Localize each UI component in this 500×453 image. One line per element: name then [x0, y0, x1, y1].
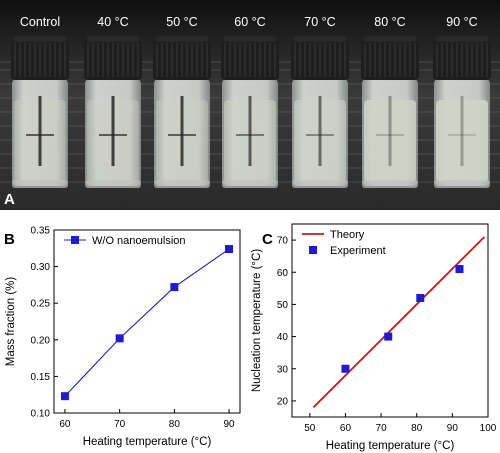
y-tick-label: 70 [277, 236, 289, 247]
vial-label: 60 °C [234, 15, 265, 29]
vial [84, 36, 142, 188]
vial-marker-cross [99, 134, 127, 136]
vial-photo-panel: Control 40 °C 50 °C 60 °C 70 °C 80 °C 90 °C A [0, 0, 500, 210]
y-axis-label: Nucleation temperature (°C) [251, 249, 263, 392]
y-tick-label: 0.15 [31, 372, 51, 383]
x-tick-label: 100 [480, 423, 497, 434]
vial-marker [38, 96, 42, 166]
y-tick-label: 0.25 [31, 299, 51, 310]
vial [361, 36, 419, 188]
vial-marker [111, 96, 115, 166]
vial-label: 40 °C [97, 15, 128, 29]
vial [291, 36, 349, 188]
vial-label: 80 °C [374, 15, 405, 29]
panel-label-a: A [4, 191, 15, 208]
data-point [60, 392, 69, 401]
data-point [455, 265, 464, 274]
y-tick-label: 20 [277, 396, 289, 407]
data-point [170, 283, 179, 292]
y-tick-label: 0.20 [31, 335, 51, 346]
chart-mass-fraction: B 60 70 80 90 0.10 0.15 0.20 0.25 0.30 0.35 Heating… [4, 226, 241, 448]
x-tick-label: 50 [304, 423, 316, 434]
panel-label: B [4, 231, 15, 248]
legend-label: Theory [330, 229, 365, 241]
vial [221, 36, 279, 188]
plot-frame [291, 223, 489, 418]
cap-top [294, 36, 346, 42]
vial-base [12, 180, 68, 188]
vial-marker [460, 96, 464, 166]
x-tick-label: 70 [376, 423, 388, 434]
cap-top [87, 36, 139, 42]
x-axis-label: Heating temperature (°C) [326, 440, 455, 452]
vial-photo: Control 40 °C 50 °C 60 °C 70 °C 80 °C 90 °C A [0, 0, 500, 210]
vial-marker-cross [376, 134, 404, 136]
panel-label: C [262, 231, 273, 248]
vial-marker-cross [168, 134, 196, 136]
cap-top [364, 36, 416, 42]
vial-marker [180, 96, 184, 166]
vial [11, 36, 69, 188]
y-axis-label: Mass fraction (%) [5, 277, 17, 367]
vial-base [154, 180, 210, 188]
vial-label: 70 °C [304, 15, 335, 29]
y-tick-label: 40 [277, 332, 289, 343]
vial-marker [388, 96, 392, 166]
y-tick-label: 0.30 [31, 262, 51, 273]
series-line [64, 248, 230, 397]
vial-label: 50 °C [166, 15, 197, 29]
x-tick-label: 80 [411, 423, 423, 434]
plot-frame [53, 229, 241, 414]
y-tick-label: 0.10 [31, 409, 51, 420]
data-point [384, 332, 393, 341]
vial-marker-cross [236, 134, 264, 136]
vial-label: 90 °C [446, 15, 477, 29]
vial-marker-cross [306, 134, 334, 136]
data-point [225, 245, 234, 254]
y-tick-label: 50 [277, 300, 289, 311]
x-tick-label: 90 [223, 419, 235, 430]
cap-top [156, 36, 208, 42]
vial-marker-cross [26, 134, 54, 136]
x-tick-label: 80 [169, 419, 181, 430]
vial-base [362, 180, 418, 188]
vial-sample [364, 100, 416, 182]
cap-top [224, 36, 276, 42]
x-axis-label: Heating temperature (°C) [83, 436, 212, 448]
vial-sample [436, 100, 488, 182]
vial [433, 36, 491, 188]
vial-marker [248, 96, 252, 166]
cap-top [436, 36, 488, 42]
legend-label: Experiment [330, 245, 386, 257]
legend-marker [309, 246, 317, 254]
y-tick-label: 0.35 [31, 226, 51, 237]
vial-base [292, 180, 348, 188]
legend-label: W/O nanoemulsion [92, 235, 186, 247]
vial-base [434, 180, 490, 188]
y-tick-label: 60 [277, 268, 289, 279]
vial-base [222, 180, 278, 188]
cap-top [14, 36, 66, 42]
vial [153, 36, 211, 188]
x-tick-label: 70 [114, 419, 126, 430]
vial-base [85, 180, 141, 188]
data-point [416, 293, 425, 302]
x-tick-label: 60 [340, 423, 352, 434]
vial-marker-cross [448, 134, 476, 136]
vial-marker [318, 96, 322, 166]
series-line [312, 236, 486, 408]
data-point [341, 364, 350, 373]
vial-label: Control [20, 15, 60, 29]
x-tick-label: 60 [59, 419, 71, 430]
legend-marker [71, 236, 79, 244]
data-point [115, 334, 124, 343]
x-tick-label: 90 [447, 423, 459, 434]
chart-nucleation-temperature: C 50 60 70 80 90 100 20 30 40 50 60 70 Heating temper… [251, 223, 497, 452]
y-tick-label: 30 [277, 364, 289, 375]
